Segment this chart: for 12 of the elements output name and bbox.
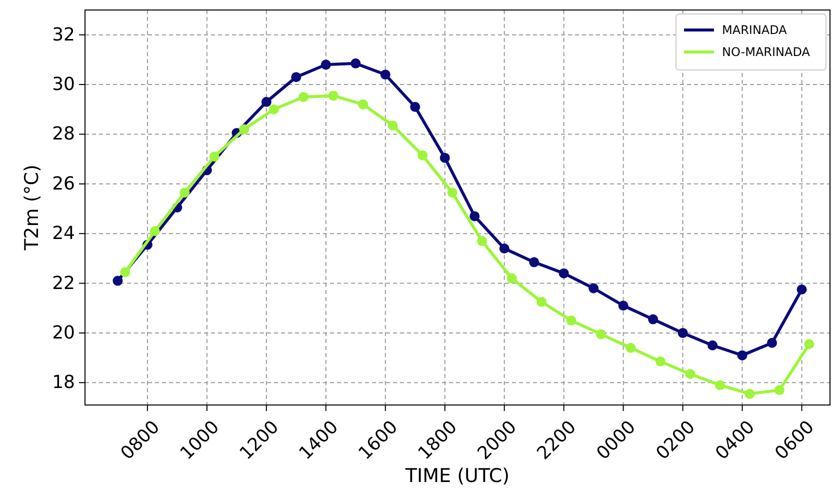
y-tick-label: 30 xyxy=(52,74,75,96)
y-axis-title: T2m (°C) xyxy=(21,164,43,252)
legend-label: MARINADA xyxy=(722,23,788,37)
y-tick-label: 22 xyxy=(52,272,75,294)
y-tick-label: 20 xyxy=(52,322,75,344)
y-tick-label: 32 xyxy=(52,24,75,46)
y-tick-label: 26 xyxy=(52,173,75,194)
y-tick-label: 24 xyxy=(52,223,75,244)
x-axis-title: TIME (UTC) xyxy=(404,465,510,487)
y-tick-label: 18 xyxy=(52,372,75,394)
y-tick-label: 28 xyxy=(52,124,75,145)
legend-label: NO-MARINADA xyxy=(722,45,811,59)
